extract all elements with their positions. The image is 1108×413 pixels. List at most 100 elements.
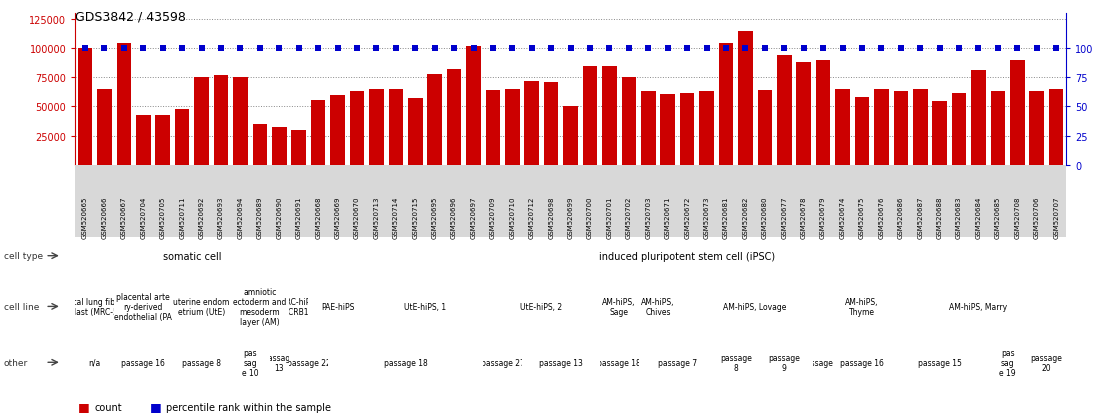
Text: uterine endom
etrium (UtE): uterine endom etrium (UtE) [174,297,229,316]
Text: passage
8: passage 8 [720,353,751,372]
Text: n/a: n/a [89,358,101,367]
Point [833,46,851,52]
Text: passage 13: passage 13 [538,358,583,367]
Bar [98,90,112,165]
Text: ■: ■ [150,400,162,413]
Bar [447,70,461,165]
Text: induced pluripotent stem cell (iPSC): induced pluripotent stem cell (iPSC) [599,251,776,261]
Point [951,46,968,52]
Text: amniotic
ectoderm and
mesoderm
layer (AM): amniotic ectoderm and mesoderm layer (AM… [233,287,287,326]
Bar [1049,90,1064,165]
Bar [253,125,267,165]
Bar [913,90,927,165]
Text: AM-hiPS,
Chives: AM-hiPS, Chives [642,297,675,316]
Point [270,46,288,52]
Point [407,46,424,52]
Bar [78,49,92,165]
Bar [815,61,830,165]
Point [1047,46,1065,52]
Point [212,46,229,52]
Bar [1010,61,1025,165]
Text: UtE-hiPS, 2: UtE-hiPS, 2 [521,302,563,311]
Bar [758,91,772,165]
Bar [680,93,695,165]
Bar [602,66,617,165]
Point [639,46,657,52]
Text: passage 27: passage 27 [481,358,524,367]
Point [154,46,172,52]
Text: passage
9: passage 9 [768,353,800,372]
Text: cell type: cell type [3,252,43,261]
Point [290,46,308,52]
Bar [233,78,248,165]
Text: passage 16: passage 16 [840,358,884,367]
Point [678,46,696,52]
Bar [524,82,540,165]
Text: percentile rank within the sample: percentile rank within the sample [166,402,331,412]
Bar [563,107,578,165]
Bar [777,56,791,165]
Point [912,46,930,52]
Point [737,46,755,52]
Point [484,46,502,52]
Bar [155,115,170,165]
Point [523,46,541,52]
Text: AM-hiPS, Lovage: AM-hiPS, Lovage [724,302,787,311]
Bar [874,90,889,165]
Bar [116,43,131,165]
Bar [350,92,365,165]
Bar [466,47,481,165]
Point [989,46,1007,52]
Bar [854,98,870,165]
Bar [893,92,909,165]
Text: passage 8: passage 8 [182,358,222,367]
Point [387,46,404,52]
Point [173,46,191,52]
Point [329,46,347,52]
Text: passage
20: passage 20 [1030,353,1063,372]
Text: passage 12: passage 12 [801,358,845,367]
Point [464,46,482,52]
Text: passage 18: passage 18 [597,358,642,367]
Text: MRC-hiPS,
Tic(JCRB1331: MRC-hiPS, Tic(JCRB1331 [274,297,325,316]
Point [756,46,773,52]
Point [1028,46,1046,52]
Point [445,46,463,52]
Point [717,46,735,52]
Point [309,46,327,52]
Bar [271,128,287,165]
Text: passage 22: passage 22 [287,358,330,367]
Text: somatic cell: somatic cell [163,251,222,261]
Text: passage
13: passage 13 [264,353,295,372]
Point [368,46,386,52]
Bar [291,131,306,165]
Point [193,46,211,52]
Bar [835,90,850,165]
Bar [932,102,947,165]
Bar [583,66,597,165]
Bar [719,43,733,165]
Point [776,46,793,52]
Bar [622,78,636,165]
Bar [738,32,752,165]
Point [970,46,987,52]
Point [1008,46,1026,52]
Bar [408,99,422,165]
Text: passage 15: passage 15 [917,358,962,367]
Text: pas
sag
e 10: pas sag e 10 [242,348,258,377]
Point [562,46,579,52]
Point [348,46,366,52]
Text: count: count [94,402,122,412]
Text: placental arte
ry-derived
endothelial (PA: placental arte ry-derived endothelial (P… [114,292,172,321]
Text: GDS3842 / 43598: GDS3842 / 43598 [75,10,186,23]
Point [232,46,249,52]
Bar [428,75,442,165]
Point [620,46,638,52]
Point [425,46,443,52]
Bar [797,63,811,165]
Bar [505,90,520,165]
Bar [485,91,500,165]
Bar [330,96,345,165]
Bar [175,109,189,165]
Text: AM-hiPS,
Thyme: AM-hiPS, Thyme [845,297,879,316]
